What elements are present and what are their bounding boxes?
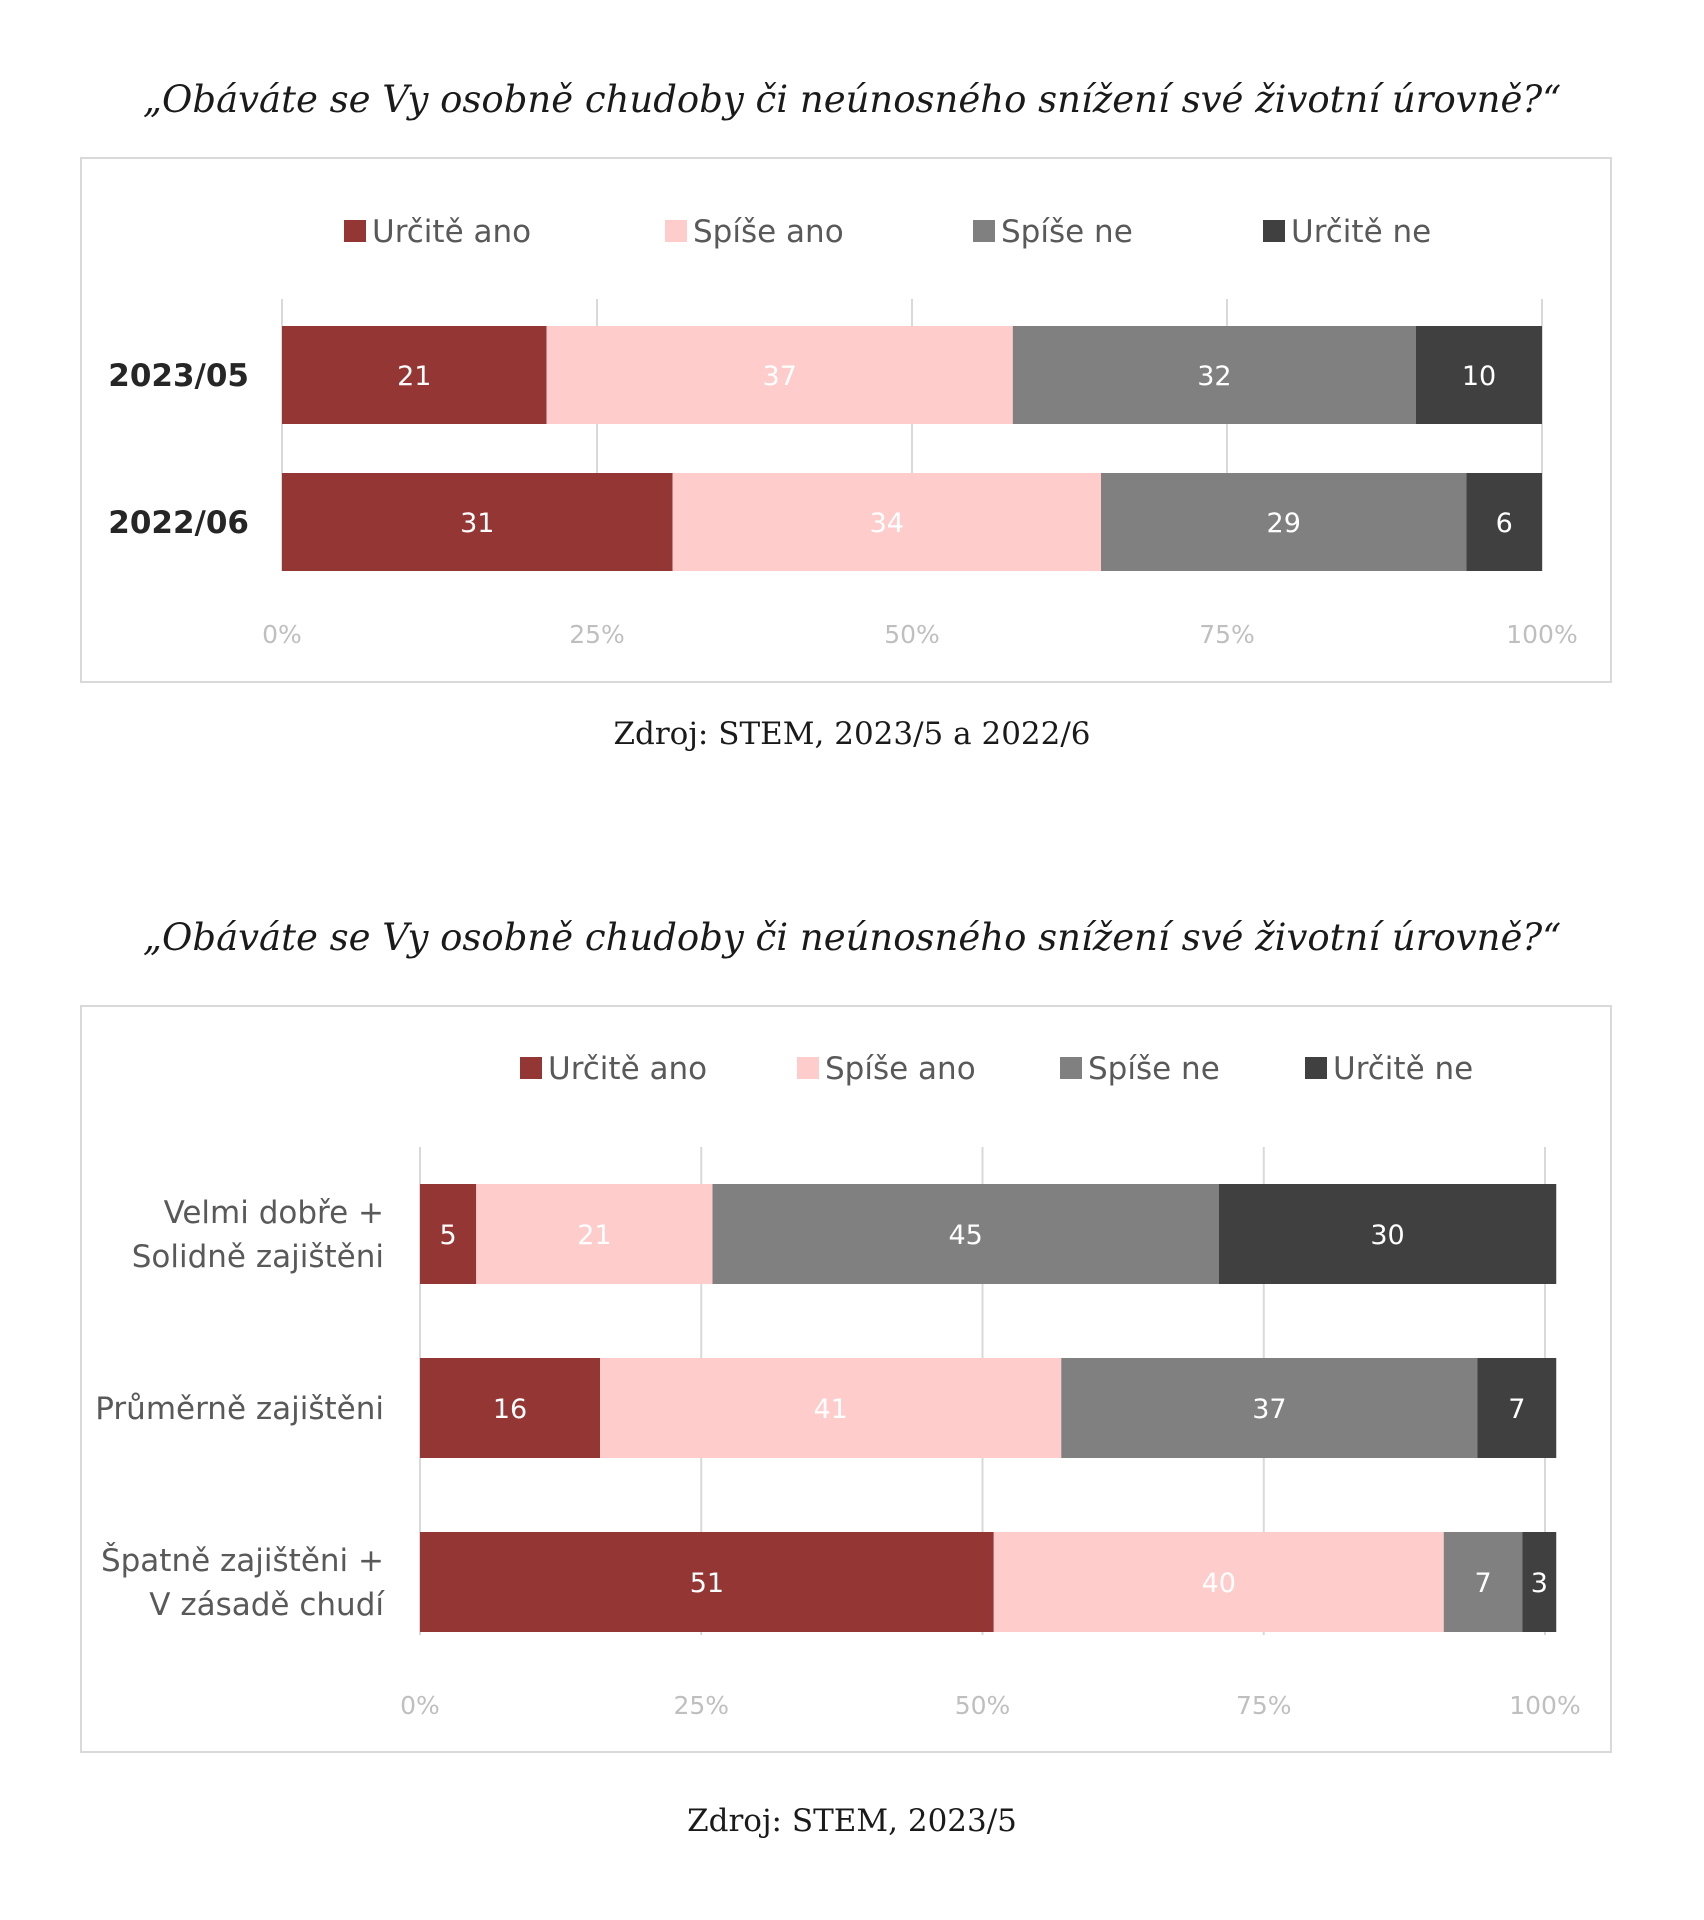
chart2-panel: Určitě ano Spíše ano Spíše ne Určitě ne 0% 25… [80, 1005, 1612, 1753]
chart2-data-label: 7 [1475, 1568, 1492, 1599]
chart2-data-label: 45 [948, 1220, 982, 1251]
chart2-bar-segment [1061, 1358, 1478, 1458]
chart2-bar-segment [1477, 1358, 1557, 1458]
chart2-bar-segment [600, 1358, 1062, 1458]
chart2-bar-segment [476, 1184, 713, 1284]
chart1-title: „Obáváte se Vy osobně chudoby či neúnosn… [142, 78, 1562, 121]
chart2-data-label: 51 [690, 1568, 724, 1599]
chart2-bar-segment [993, 1532, 1444, 1632]
chart2-legend-label: Spíše ne [1088, 1051, 1220, 1087]
chart2-legend-item: Spíše ne [1060, 1051, 1220, 1087]
chart2-legend-swatch [1060, 1057, 1082, 1079]
chart1-bar-segment [1012, 326, 1416, 424]
chart2-legend-swatch [520, 1057, 542, 1079]
chart1-bar-segment [546, 326, 1013, 424]
chart1-legend-item: Určitě ne [1263, 214, 1431, 250]
chart1-svg: Určitě ano Spíše ano Spíše ne Určitě ne 0% 25… [108, 214, 1577, 649]
chart2-data-label: 21 [577, 1220, 611, 1251]
chart1-data-label: 34 [870, 508, 904, 539]
chart2-category-label: Velmi dobře + [164, 1195, 384, 1231]
chart1-bar-segment [672, 473, 1101, 571]
chart2-category-label: Solidně zajištěni [132, 1239, 384, 1275]
chart1-x-tick-label: 75% [1199, 620, 1255, 649]
chart2-legend-label: Určitě ano [548, 1051, 707, 1087]
chart1-bar-segment [282, 473, 673, 571]
chart2-x-tick-label: 100% [1509, 1691, 1580, 1720]
chart2-data-label: 7 [1508, 1394, 1525, 1425]
chart1-source: Zdroj: STEM, 2023/5 a 2022/6 [613, 716, 1091, 752]
chart2-legend-item: Určitě ne [1305, 1051, 1473, 1087]
chart2-category-label: V zásadě chudí [149, 1587, 385, 1623]
chart2-category-label: Špatně zajištěni + [101, 1542, 384, 1579]
chart1-legend-label: Určitě ne [1291, 214, 1431, 250]
chart2-svg: Určitě ano Spíše ano Spíše ne Určitě ne 0% 25… [95, 1051, 1580, 1720]
chart2-legend-label: Určitě ne [1333, 1051, 1473, 1087]
chart2-category-label: Průměrně zajištěni [95, 1391, 384, 1427]
chart2-bar-segment [420, 1532, 994, 1632]
chart1-data-label: 31 [460, 508, 494, 539]
chart1-data-label: 21 [397, 361, 431, 392]
chart2-data-label: 40 [1202, 1568, 1236, 1599]
chart1-category-label: 2023/05 [108, 358, 249, 394]
chart2-legend-swatch [797, 1057, 819, 1079]
chart2-bar-segment [420, 1358, 600, 1458]
chart1-data-label: 10 [1462, 361, 1496, 392]
chart2-data-label: 37 [1252, 1394, 1286, 1425]
chart1-data-label: 6 [1496, 508, 1513, 539]
chart1-panel: Určitě ano Spíše ano Spíše ne Určitě ne 0% 25… [80, 157, 1612, 683]
chart2-bar-segment [1218, 1184, 1557, 1284]
chart2-bar-segment [1443, 1532, 1523, 1632]
chart1-legend-item: Spíše ne [973, 214, 1133, 250]
chart1-category-label: 2022/06 [108, 505, 249, 541]
chart1-bar-segment [1101, 473, 1467, 571]
chart1-data-label: 29 [1267, 508, 1301, 539]
chart2-data-label: 16 [493, 1394, 527, 1425]
chart2-x-tick-label: 50% [955, 1691, 1011, 1720]
chart1-legend-label: Určitě ano [372, 214, 531, 250]
chart1-legend-item: Spíše ano [665, 214, 844, 250]
chart2-x-tick-label: 75% [1236, 1691, 1292, 1720]
chart2-bar-segment [1522, 1532, 1557, 1632]
chart1-legend-label: Spíše ne [1001, 214, 1133, 250]
chart1-data-label: 32 [1197, 361, 1231, 392]
chart1-x-tick-label: 25% [569, 620, 625, 649]
chart2-x-tick-label: 0% [400, 1691, 440, 1720]
chart2-bar-segment [712, 1184, 1219, 1284]
chart2-data-label: 5 [440, 1220, 457, 1251]
chart1-bar-segment [282, 326, 547, 424]
chart1-legend-swatch [1263, 220, 1285, 242]
chart2-legend-item: Určitě ano [520, 1051, 707, 1087]
chart1-x-tick-label: 0% [262, 620, 302, 649]
chart2-legend-swatch [1305, 1057, 1327, 1079]
chart2-data-label: 3 [1531, 1568, 1548, 1599]
chart1-legend-swatch [665, 220, 687, 242]
chart1-data-label: 37 [763, 361, 797, 392]
chart1-bar-segment [1416, 326, 1542, 424]
chart1-legend-swatch [973, 220, 995, 242]
chart1-legend-item: Určitě ano [344, 214, 531, 250]
chart1-legend-label: Spíše ano [693, 214, 844, 250]
chart2-source: Zdroj: STEM, 2023/5 [687, 1803, 1017, 1839]
chart2-x-tick-label: 25% [673, 1691, 729, 1720]
chart2-legend-label: Spíše ano [825, 1051, 976, 1087]
chart2-bar-segment [420, 1184, 477, 1284]
chart2-legend-item: Spíše ano [797, 1051, 976, 1087]
chart2-data-label: 41 [813, 1394, 847, 1425]
chart2-title: „Obáváte se Vy osobně chudoby či neúnosn… [142, 916, 1562, 959]
chart1-x-tick-label: 50% [884, 620, 940, 649]
chart1-legend-swatch [344, 220, 366, 242]
chart1-x-tick-label: 100% [1506, 620, 1577, 649]
chart2-data-label: 30 [1370, 1220, 1404, 1251]
chart1-bar-segment [1466, 473, 1542, 571]
